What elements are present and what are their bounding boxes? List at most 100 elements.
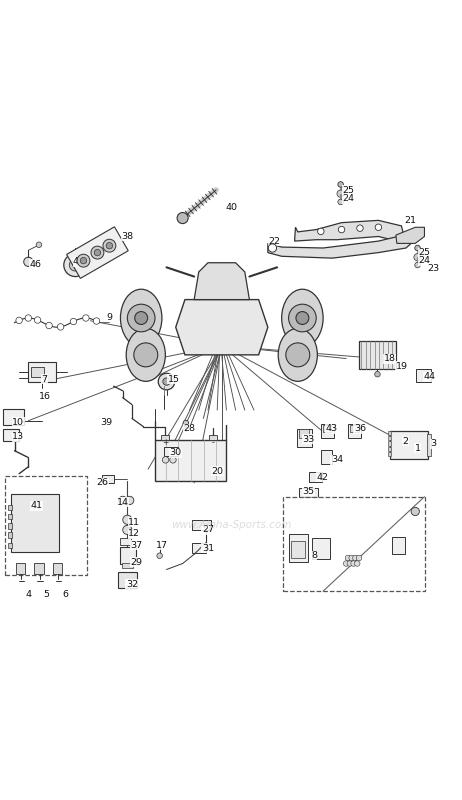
Circle shape (357, 225, 363, 231)
Bar (299, 430, 309, 438)
Circle shape (24, 258, 33, 266)
Text: 24: 24 (419, 256, 431, 266)
Text: 10: 10 (12, 418, 24, 426)
Text: 26: 26 (96, 478, 108, 487)
Circle shape (128, 304, 155, 332)
Ellipse shape (121, 290, 162, 346)
Text: 17: 17 (156, 541, 168, 550)
Bar (359, 341, 396, 369)
Text: 8: 8 (311, 551, 317, 560)
Circle shape (414, 254, 421, 261)
Text: 2: 2 (402, 437, 408, 446)
Bar (164, 447, 178, 456)
Bar (350, 426, 359, 432)
Circle shape (34, 317, 41, 323)
Circle shape (170, 457, 176, 463)
Bar (34, 562, 43, 574)
Text: 5: 5 (44, 590, 50, 599)
Bar (388, 436, 391, 440)
Polygon shape (268, 234, 415, 258)
Bar (28, 362, 56, 382)
Ellipse shape (278, 328, 317, 382)
Bar (161, 434, 169, 440)
Circle shape (163, 378, 170, 386)
Circle shape (375, 371, 380, 377)
Circle shape (349, 555, 354, 561)
Text: 27: 27 (202, 526, 214, 534)
Text: 42: 42 (316, 473, 328, 482)
Text: 39: 39 (101, 418, 113, 426)
Circle shape (337, 190, 344, 198)
Circle shape (94, 250, 101, 256)
Circle shape (77, 254, 90, 267)
Text: www.Alpha-Sports.com: www.Alpha-Sports.com (171, 520, 291, 530)
Circle shape (353, 555, 358, 561)
Circle shape (415, 262, 420, 268)
Circle shape (415, 246, 420, 250)
Circle shape (134, 343, 158, 367)
Text: 28: 28 (183, 424, 195, 433)
Text: 9: 9 (106, 313, 112, 322)
Bar (291, 542, 305, 558)
Polygon shape (176, 299, 268, 355)
Circle shape (123, 526, 132, 534)
Circle shape (177, 213, 188, 223)
Text: 3: 3 (431, 439, 437, 448)
Ellipse shape (282, 290, 323, 346)
Bar (118, 572, 138, 588)
Text: 25: 25 (419, 248, 431, 257)
Text: 19: 19 (395, 362, 407, 371)
Text: 29: 29 (131, 558, 143, 566)
Circle shape (25, 314, 31, 322)
Text: 1: 1 (414, 444, 420, 453)
Circle shape (126, 496, 134, 505)
Text: 16: 16 (38, 392, 50, 401)
Text: 32: 32 (126, 580, 138, 589)
Text: 31: 31 (202, 544, 214, 553)
Bar (7, 542, 12, 548)
Bar (388, 431, 391, 435)
Text: 20: 20 (211, 467, 223, 476)
Text: 41: 41 (30, 502, 43, 510)
Polygon shape (396, 227, 425, 243)
Circle shape (375, 224, 382, 230)
Polygon shape (67, 227, 128, 278)
Bar (283, 497, 426, 591)
Bar (192, 542, 206, 553)
Bar (11, 494, 59, 552)
Bar (7, 514, 12, 519)
Bar (416, 369, 431, 382)
Circle shape (16, 317, 22, 323)
Circle shape (162, 457, 169, 463)
Text: 43: 43 (325, 424, 337, 433)
Circle shape (338, 226, 345, 233)
Bar (30, 367, 44, 377)
Text: 22: 22 (269, 237, 281, 246)
Circle shape (347, 561, 353, 566)
Text: 40: 40 (225, 203, 237, 212)
Circle shape (83, 314, 89, 322)
Circle shape (296, 311, 309, 325)
Circle shape (57, 324, 64, 330)
Circle shape (135, 311, 148, 325)
Bar (7, 523, 12, 529)
Circle shape (289, 304, 316, 332)
Circle shape (157, 553, 162, 558)
Circle shape (268, 244, 277, 252)
Text: 46: 46 (29, 260, 41, 269)
Bar (7, 532, 12, 538)
Circle shape (286, 343, 310, 367)
Circle shape (411, 507, 419, 516)
Bar (5, 476, 87, 575)
Text: 37: 37 (130, 541, 143, 550)
Text: 4: 4 (25, 590, 31, 599)
Text: 38: 38 (122, 232, 134, 241)
Bar (427, 434, 432, 456)
Text: 11: 11 (128, 518, 140, 526)
Circle shape (183, 420, 188, 426)
Circle shape (70, 318, 77, 325)
Text: -: - (212, 438, 214, 447)
Text: 12: 12 (128, 529, 140, 538)
Circle shape (91, 246, 104, 259)
Bar (348, 424, 361, 438)
